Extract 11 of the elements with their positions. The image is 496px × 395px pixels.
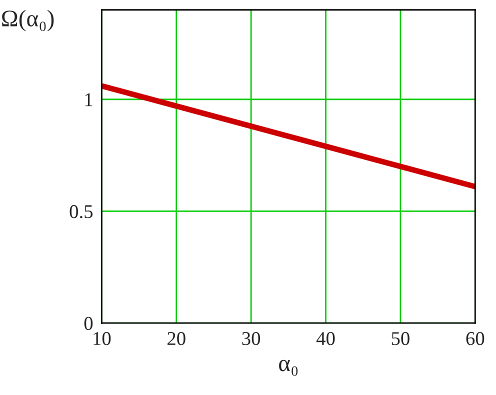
- x-tick-label: 20: [168, 332, 186, 346]
- x-tick-label: 40: [316, 332, 335, 346]
- y-axis-title: Ω(α₀): [2, 10, 54, 32]
- y-tick-label: 1: [85, 93, 92, 106]
- y-tick-label: 0: [84, 316, 93, 330]
- y-tick-label: 0.5: [70, 205, 93, 218]
- x-tick-label: 30: [242, 332, 260, 346]
- x-axis-title: α₀: [279, 360, 298, 376]
- x-tick-label: 60: [466, 332, 484, 346]
- x-tick-label: 10: [94, 332, 111, 346]
- x-tick-label: 50: [392, 332, 410, 346]
